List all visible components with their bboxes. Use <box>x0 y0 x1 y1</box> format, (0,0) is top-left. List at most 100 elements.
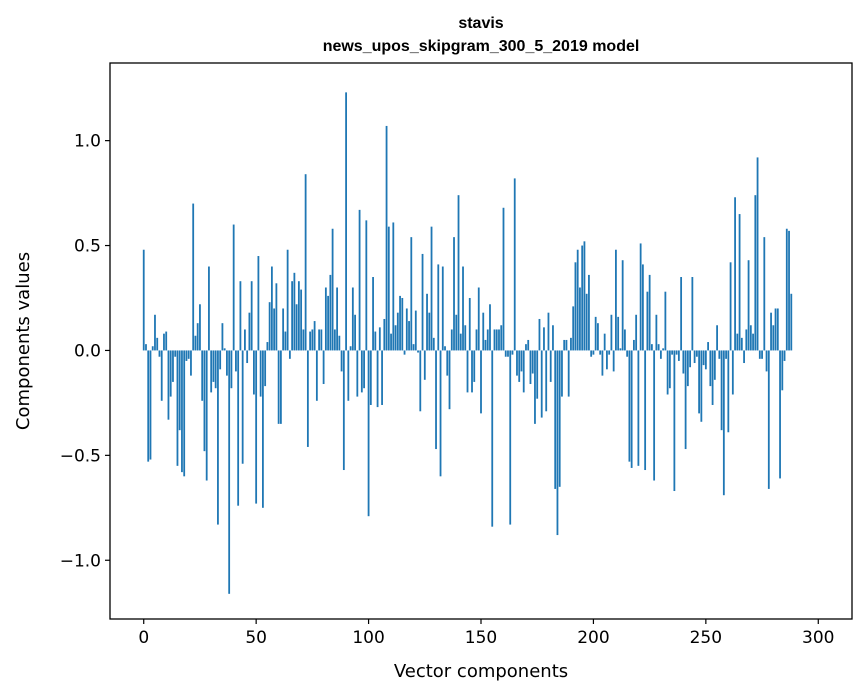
bar <box>588 274 590 351</box>
bar <box>342 350 345 471</box>
bar <box>149 350 152 460</box>
bar <box>549 350 552 382</box>
bar <box>666 350 669 395</box>
bar <box>331 228 334 351</box>
bar <box>333 329 336 351</box>
bar <box>754 195 757 351</box>
bar <box>615 249 617 351</box>
bar <box>201 350 204 401</box>
bar <box>635 314 638 351</box>
bar <box>763 237 766 351</box>
bar <box>457 195 460 351</box>
bar <box>671 350 674 355</box>
bar <box>145 344 147 351</box>
bar <box>399 295 401 351</box>
y-tick-label: 1.0 <box>74 132 101 152</box>
bar <box>576 249 579 351</box>
bar <box>563 339 566 351</box>
bar <box>725 350 727 359</box>
bar <box>776 308 779 351</box>
bar <box>639 243 642 351</box>
x-tick-label: 250 <box>690 628 722 648</box>
bar <box>646 291 649 351</box>
bar <box>214 350 217 389</box>
bar <box>459 333 462 351</box>
bar <box>684 350 687 450</box>
bar <box>235 350 237 372</box>
chart-subtitle: news_upos_skipgram_300_5_2019 model <box>323 38 640 55</box>
bar <box>740 337 743 351</box>
bar <box>767 350 770 489</box>
bar <box>466 350 469 393</box>
bar <box>286 249 289 351</box>
bar <box>677 350 680 361</box>
bar <box>630 350 633 468</box>
bar <box>529 350 532 385</box>
y-tick-label: −1.0 <box>60 551 101 571</box>
bar <box>300 289 303 351</box>
bar <box>606 350 608 370</box>
bar <box>770 312 772 351</box>
bar <box>774 308 777 351</box>
bar <box>556 350 559 536</box>
bar <box>718 350 721 359</box>
bar <box>500 325 503 351</box>
bar <box>378 327 381 351</box>
bar <box>709 350 712 387</box>
bar <box>259 350 262 397</box>
bar <box>581 245 584 351</box>
bar <box>255 350 258 504</box>
bar <box>761 350 763 359</box>
bar <box>531 350 534 374</box>
bar <box>617 316 620 351</box>
bar <box>187 350 190 359</box>
bar <box>327 295 329 351</box>
bar <box>387 226 390 351</box>
bar <box>430 226 433 351</box>
bar <box>437 264 440 351</box>
bar <box>154 314 156 351</box>
bar <box>475 329 478 351</box>
bar <box>417 350 419 353</box>
bar <box>203 350 206 452</box>
bar <box>453 237 455 351</box>
bar <box>698 350 700 414</box>
bar <box>781 350 784 391</box>
bar <box>205 350 208 481</box>
bar <box>311 329 314 351</box>
bar <box>785 228 788 351</box>
bar <box>731 350 734 395</box>
bar <box>239 281 242 351</box>
bar <box>603 333 606 351</box>
bar <box>538 318 541 351</box>
bar <box>356 350 359 397</box>
bar <box>673 350 676 492</box>
x-tick-label: 0 <box>138 628 149 648</box>
bar <box>680 277 683 351</box>
bar <box>390 333 392 351</box>
bar <box>446 350 449 376</box>
bar <box>734 197 736 351</box>
bar <box>633 339 635 351</box>
bar <box>534 350 536 424</box>
bar <box>686 350 689 387</box>
bar <box>158 350 161 357</box>
bar <box>621 260 624 351</box>
bar <box>545 350 548 412</box>
bar <box>244 329 246 351</box>
bar <box>178 350 181 431</box>
bar <box>471 350 473 393</box>
bar <box>695 350 698 357</box>
bar <box>594 316 597 351</box>
bar <box>408 321 410 351</box>
bar <box>644 350 647 471</box>
bar <box>295 304 298 351</box>
bar <box>536 350 539 399</box>
bar <box>783 350 786 361</box>
bar <box>700 350 703 422</box>
bar <box>608 350 611 355</box>
bar <box>349 346 352 351</box>
bar <box>266 342 269 351</box>
bar <box>599 350 602 355</box>
bar <box>376 350 379 408</box>
